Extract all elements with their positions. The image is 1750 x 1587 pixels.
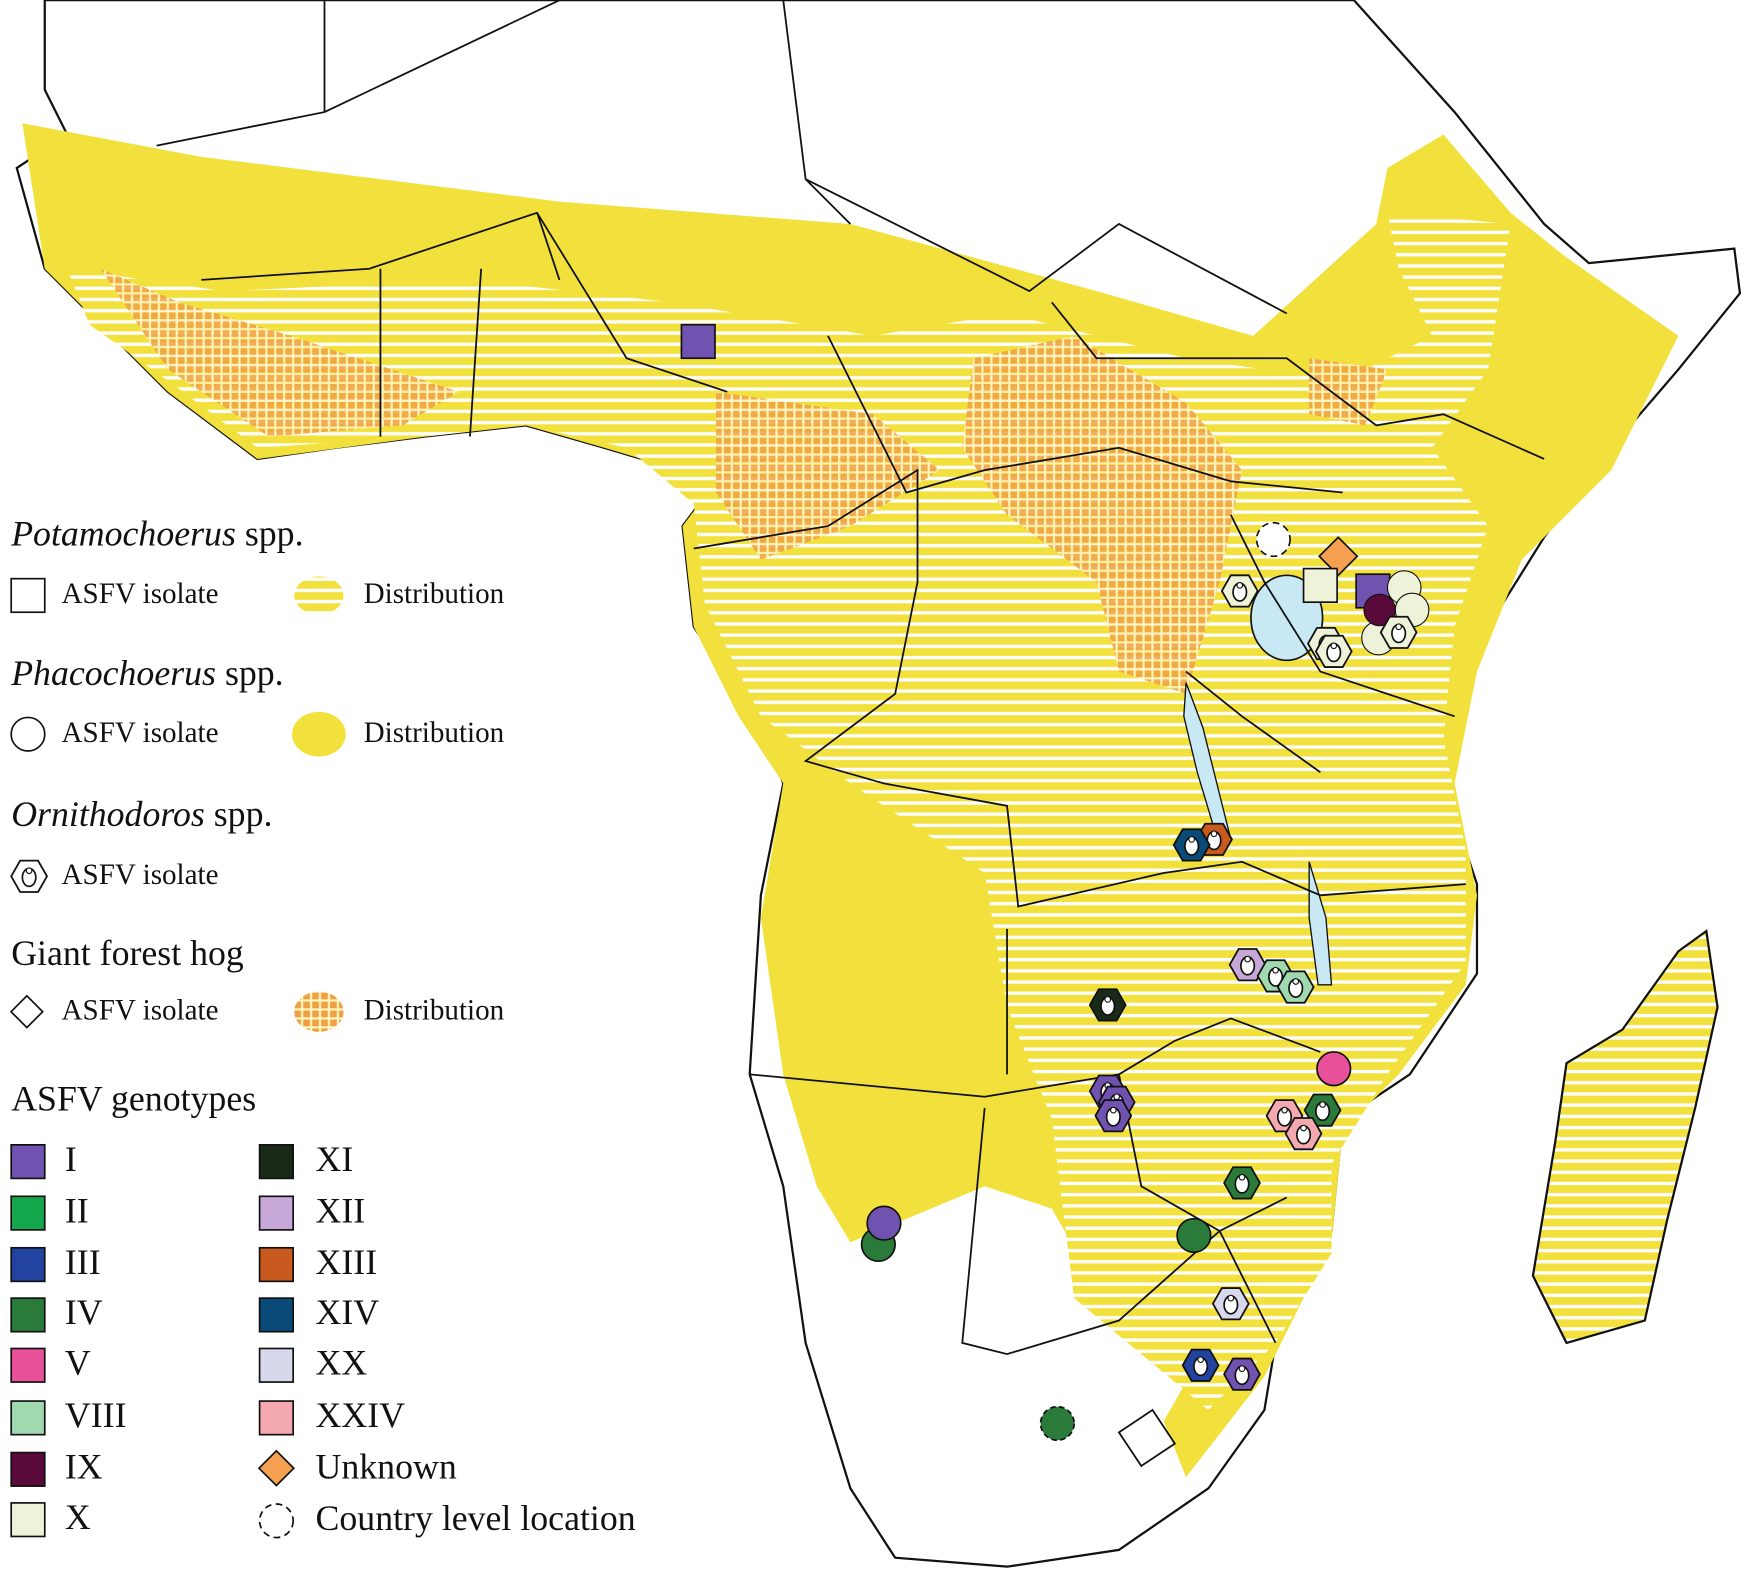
genotype-label: X bbox=[65, 1497, 91, 1537]
genotype-swatch bbox=[10, 1502, 46, 1538]
genotype-swatch bbox=[10, 1347, 46, 1383]
legend-label: ASFV isolate bbox=[62, 994, 219, 1026]
genotype-label: XIV bbox=[316, 1292, 380, 1332]
genus: Phacochoerus bbox=[10, 653, 216, 693]
legend-label: Country level location bbox=[316, 1498, 636, 1538]
genotype-swatch bbox=[10, 1144, 46, 1180]
genotype-label: IX bbox=[65, 1447, 103, 1487]
legend-label: Distribution bbox=[364, 717, 505, 749]
genotype-swatch bbox=[10, 1246, 46, 1283]
genotype-swatch bbox=[258, 1144, 294, 1180]
giant-forest-hog-range bbox=[100, 268, 1388, 694]
genotype-swatch bbox=[258, 1195, 294, 1231]
genotype-label: V bbox=[65, 1343, 91, 1383]
genotype-swatch bbox=[258, 1347, 294, 1383]
suffix: spp. bbox=[214, 794, 273, 834]
genotype-label: I bbox=[65, 1139, 77, 1179]
legend-label: Unknown bbox=[316, 1447, 457, 1487]
legend-label: Distribution bbox=[364, 994, 505, 1026]
genotype-swatch bbox=[10, 1451, 46, 1487]
genotype-label: IV bbox=[65, 1292, 103, 1332]
genotype-label: XIII bbox=[316, 1242, 378, 1282]
legend-heading: Potamochoerus spp. bbox=[10, 513, 303, 553]
legend-label: Distribution bbox=[364, 578, 505, 610]
suffix: spp. bbox=[225, 653, 284, 693]
legend-label: ASFV isolate bbox=[62, 717, 219, 749]
genotype-swatch bbox=[258, 1246, 294, 1283]
legend-label: ASFV isolate bbox=[62, 859, 219, 891]
genotype-swatch bbox=[258, 1400, 294, 1436]
suffix: spp. bbox=[245, 513, 304, 553]
genotype-label: VIII bbox=[65, 1395, 127, 1435]
genotype-label: XX bbox=[316, 1343, 368, 1383]
markers bbox=[680, 323, 1430, 1442]
genotype-label: III bbox=[65, 1242, 101, 1282]
legend-label: ASFV isolate bbox=[62, 578, 219, 610]
legend-heading: Phacochoerus spp. bbox=[10, 653, 283, 693]
genotype-label: XII bbox=[316, 1190, 366, 1230]
genotype-label: II bbox=[65, 1190, 89, 1230]
genotype-label: XXIV bbox=[316, 1395, 406, 1435]
legend: Potamochoerus spp. ASFV isolate Distribu… bbox=[9, 513, 636, 1539]
genotype-swatch bbox=[258, 1297, 294, 1333]
legend-heading: ASFV genotypes bbox=[11, 1079, 256, 1119]
genotype-swatch bbox=[10, 1400, 46, 1436]
legend-heading: Giant forest hog bbox=[11, 933, 244, 973]
genotype-swatch bbox=[10, 1297, 46, 1333]
genus: Potamochoerus bbox=[10, 513, 236, 553]
borders bbox=[156, 0, 1545, 1468]
legend-heading: Ornithodoros spp. bbox=[11, 794, 272, 834]
genus: Ornithodoros bbox=[11, 794, 205, 834]
madagascar bbox=[1531, 929, 1719, 1345]
genotype-swatch bbox=[10, 1195, 46, 1231]
genotype-label: XI bbox=[316, 1139, 354, 1179]
